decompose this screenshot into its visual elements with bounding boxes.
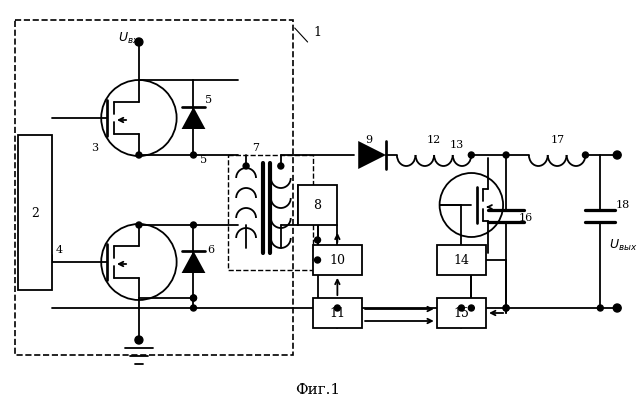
Circle shape [278, 163, 284, 169]
Text: 7: 7 [253, 143, 259, 153]
Text: 1: 1 [314, 25, 321, 39]
Text: 5: 5 [205, 95, 212, 105]
Text: 18: 18 [616, 200, 630, 210]
Circle shape [135, 38, 143, 46]
Circle shape [613, 304, 621, 312]
Circle shape [191, 222, 196, 228]
Circle shape [136, 152, 142, 158]
Text: 9: 9 [365, 135, 372, 145]
Circle shape [503, 152, 509, 158]
Circle shape [582, 152, 588, 158]
Text: 11: 11 [330, 307, 346, 319]
Bar [436, 245, 486, 275]
Circle shape [597, 305, 604, 311]
Polygon shape [182, 251, 205, 273]
Text: 4: 4 [56, 245, 63, 255]
Text: 17: 17 [550, 135, 564, 145]
Circle shape [503, 305, 509, 311]
Circle shape [191, 152, 196, 158]
Circle shape [335, 305, 340, 311]
Circle shape [613, 151, 621, 159]
Bar [312, 298, 362, 328]
Text: 8: 8 [314, 199, 321, 212]
Text: 6: 6 [207, 245, 214, 255]
Polygon shape [358, 141, 386, 169]
Circle shape [136, 222, 142, 228]
Text: 5: 5 [200, 155, 207, 165]
Bar [298, 185, 337, 225]
Text: 2: 2 [31, 206, 38, 219]
Bar [15, 20, 292, 355]
Circle shape [135, 336, 143, 344]
Circle shape [243, 163, 249, 169]
Bar [228, 155, 312, 270]
Circle shape [458, 305, 465, 311]
Text: 13: 13 [449, 140, 463, 150]
Circle shape [314, 257, 321, 263]
Circle shape [191, 295, 196, 301]
Text: 16: 16 [519, 213, 533, 223]
Text: 15: 15 [454, 307, 469, 319]
Text: $U_{вых}$: $U_{вых}$ [609, 238, 637, 252]
Polygon shape [182, 107, 205, 129]
Circle shape [191, 295, 196, 301]
Circle shape [503, 305, 509, 311]
Text: 10: 10 [330, 254, 346, 266]
Text: 3: 3 [91, 143, 98, 153]
Bar [18, 135, 52, 290]
Text: Фиг.1: Фиг.1 [295, 383, 340, 397]
Text: 12: 12 [426, 135, 441, 145]
Circle shape [468, 152, 474, 158]
Bar [312, 245, 362, 275]
Text: $U_{вх}$: $U_{вх}$ [118, 30, 140, 46]
Circle shape [191, 305, 196, 311]
Bar [436, 298, 486, 328]
Text: 14: 14 [453, 254, 469, 266]
Circle shape [468, 305, 474, 311]
Circle shape [314, 237, 321, 243]
